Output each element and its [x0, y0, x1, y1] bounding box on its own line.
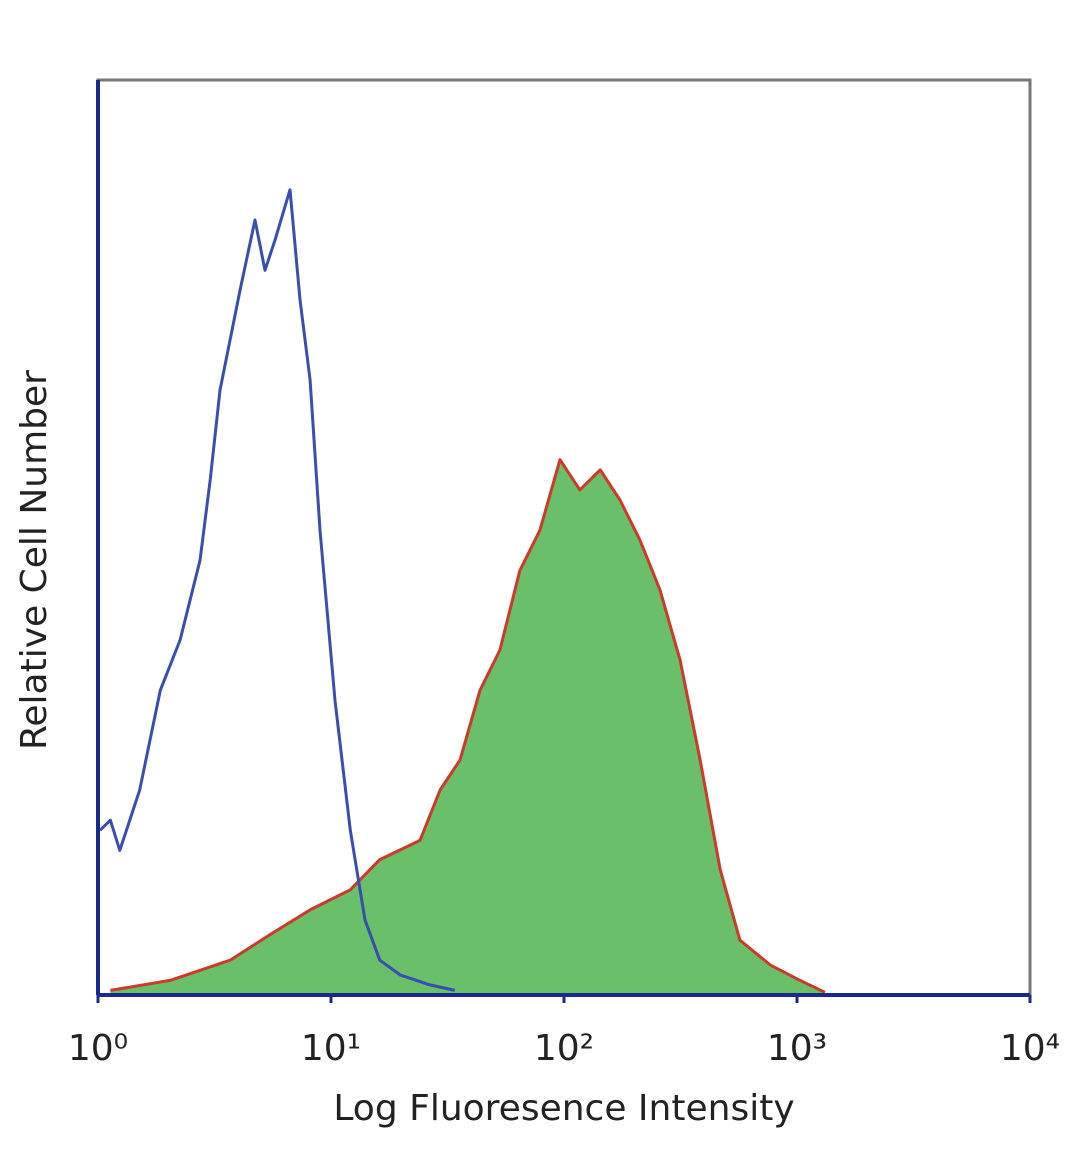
x-tick-label: 10²: [534, 1028, 594, 1069]
histogram-line: [98, 188, 456, 992]
histogram-line: [110, 458, 826, 994]
y-axis-label: Relative Cell Number: [14, 370, 55, 750]
area-fill: [110, 459, 825, 995]
x-tick-label: 10¹: [301, 1028, 361, 1069]
x-axis-label: Log Fluoresence Intensity: [333, 1088, 794, 1129]
x-tick-label: 10⁰: [68, 1028, 128, 1069]
x-tick-label: 10⁴: [1000, 1028, 1060, 1069]
x-tick-label: 10³: [767, 1028, 827, 1069]
